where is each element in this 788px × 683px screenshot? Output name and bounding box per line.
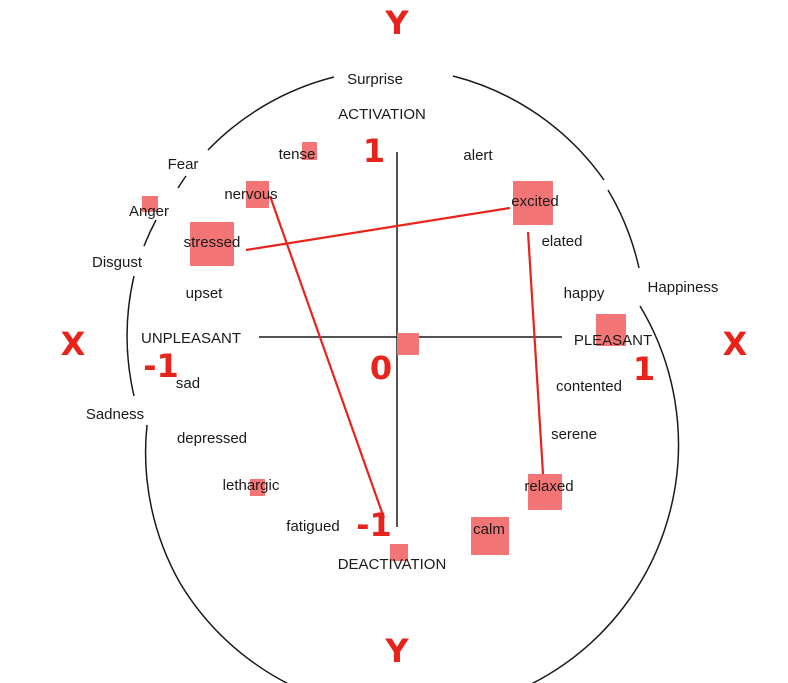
marker-pleasant <box>596 314 626 346</box>
x-label-left: X <box>61 325 86 363</box>
marker-calm <box>471 517 509 555</box>
markers <box>142 142 626 561</box>
arc-anger-fear <box>177 175 187 189</box>
arc-top-right <box>452 75 605 181</box>
label-relaxed: relaxed <box>524 478 573 495</box>
label-tense: tense <box>279 146 316 163</box>
pole-pleasant: PLEASANT <box>574 332 652 349</box>
label-excited: excited <box>511 193 559 210</box>
label-surprise: Surprise <box>347 71 403 88</box>
arc-bottom-left <box>144 424 181 584</box>
label-sadness: Sadness <box>86 406 144 423</box>
outer-circle <box>126 75 680 683</box>
label-depressed: depressed <box>177 430 247 447</box>
label-happy: happy <box>564 285 605 302</box>
marker-relaxed <box>528 474 562 510</box>
label-happiness: Happiness <box>648 279 719 296</box>
label-lethargic: lethargic <box>223 477 280 494</box>
arc-left <box>126 275 135 397</box>
marker-excited <box>513 181 553 225</box>
label-sad: sad <box>176 375 200 392</box>
marker-lethargic <box>250 479 265 496</box>
marker-stressed <box>190 222 234 266</box>
pole-activation: ACTIVATION <box>338 106 426 123</box>
marker-origin <box>397 333 419 355</box>
scale-origin: 0 <box>370 349 392 387</box>
label-serene: serene <box>551 426 597 443</box>
label-fear: Fear <box>168 156 199 173</box>
pole-deactivation: DEACTIVATION <box>338 556 447 573</box>
connector-lines <box>245 195 545 519</box>
arc-right-lower <box>179 305 680 683</box>
label-fatigued: fatigued <box>286 518 339 535</box>
line-stressed-excited <box>245 206 511 252</box>
y-label-top: Y <box>384 4 409 42</box>
scale-bottom: -1 <box>356 506 392 544</box>
scale-left: -1 <box>143 347 179 385</box>
scale-top: 1 <box>363 132 385 170</box>
marker-nervous <box>246 181 269 208</box>
label-calm: calm <box>473 521 505 538</box>
arc-top-left <box>207 76 335 151</box>
label-alert: alert <box>463 147 493 164</box>
label-contented: contented <box>556 378 622 395</box>
label-anger: Anger <box>129 203 169 220</box>
pole-unpleasant: UNPLEASANT <box>141 330 241 347</box>
line-excited-relaxed <box>526 231 545 475</box>
arc-disgust-anger <box>143 219 157 247</box>
line-nervous-fatigued <box>268 195 386 519</box>
arc-right-upper <box>607 189 640 269</box>
label-upset: upset <box>186 285 224 302</box>
label-disgust: Disgust <box>92 254 143 271</box>
label-stressed: stressed <box>184 234 241 251</box>
marker-anger <box>142 196 158 212</box>
scale-right: 1 <box>633 350 655 388</box>
label-nervous: nervous <box>224 186 277 203</box>
x-label-right: X <box>723 325 748 363</box>
y-label-bottom: Y <box>384 632 409 670</box>
marker-tense <box>302 142 317 160</box>
label-elated: elated <box>542 233 583 250</box>
marker-deactivation <box>390 544 408 561</box>
